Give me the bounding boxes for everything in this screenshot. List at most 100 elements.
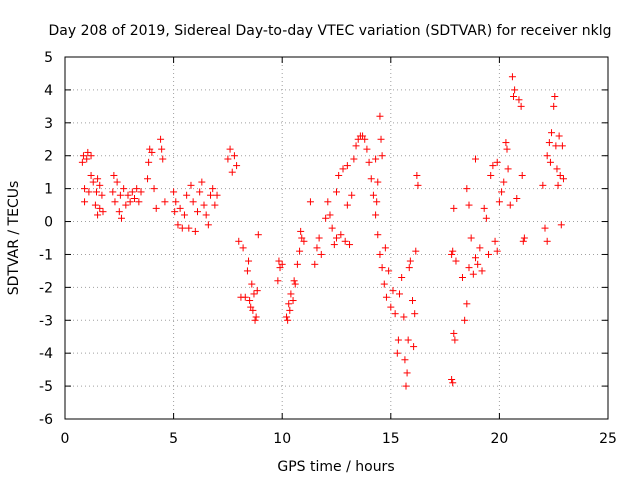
data-point	[300, 237, 308, 245]
data-point	[513, 195, 521, 203]
data-point	[482, 214, 490, 222]
data-point	[348, 191, 356, 199]
data-point	[559, 175, 567, 183]
data-point	[385, 267, 393, 275]
data-point	[226, 145, 234, 153]
data-point	[174, 221, 182, 229]
data-point	[365, 158, 373, 166]
data-point	[113, 178, 121, 186]
data-point	[511, 86, 519, 94]
y-tick-label: -5	[39, 379, 53, 395]
data-point	[128, 188, 136, 196]
data-point	[402, 382, 410, 390]
y-tick-label: 1	[44, 182, 53, 198]
data-point	[503, 145, 511, 153]
data-point	[297, 227, 305, 235]
y-tick-label: -4	[39, 346, 53, 362]
data-point	[380, 280, 388, 288]
data-point	[367, 175, 375, 183]
data-point	[99, 208, 107, 216]
data-point	[289, 297, 297, 305]
data-point	[413, 171, 421, 179]
data-point	[124, 191, 132, 199]
data-point	[248, 280, 256, 288]
data-point	[185, 224, 193, 232]
data-point	[230, 152, 238, 160]
data-point	[115, 208, 123, 216]
data-point	[506, 201, 514, 209]
y-tick-label: 3	[44, 116, 53, 132]
data-point	[504, 165, 512, 173]
data-point	[313, 244, 321, 252]
data-point	[469, 270, 477, 278]
data-point	[406, 257, 414, 265]
data-point	[330, 241, 338, 249]
data-point	[159, 155, 167, 163]
data-point	[493, 158, 501, 166]
data-point	[463, 300, 471, 308]
data-point	[373, 198, 381, 206]
data-point	[291, 280, 299, 288]
data-point	[411, 310, 419, 318]
x-tick-label: 15	[382, 431, 400, 447]
data-point	[252, 313, 260, 321]
data-point	[324, 198, 332, 206]
data-point	[117, 214, 125, 222]
data-point	[315, 234, 323, 242]
data-point	[152, 204, 160, 212]
data-point	[361, 135, 369, 143]
data-point	[239, 244, 247, 252]
data-point	[191, 227, 199, 235]
data-point	[550, 102, 558, 110]
y-axis-label: SDTVAR / TECUs	[6, 181, 22, 296]
data-point	[283, 313, 291, 321]
x-tick-label: 0	[61, 431, 70, 447]
data-point	[87, 171, 95, 179]
data-point	[546, 158, 554, 166]
data-point	[414, 181, 422, 189]
data-point	[493, 247, 501, 255]
data-point	[517, 102, 525, 110]
data-point	[317, 250, 325, 258]
data-point	[558, 142, 566, 150]
data-point	[337, 231, 345, 239]
data-point	[187, 181, 195, 189]
data-point	[333, 234, 340, 242]
data-point	[296, 247, 304, 255]
data-point	[401, 356, 409, 364]
data-point	[449, 247, 457, 255]
data-point	[253, 287, 261, 295]
data-point	[157, 135, 165, 143]
plot-frame	[64, 56, 609, 420]
data-point	[543, 152, 551, 160]
data-point	[137, 188, 145, 196]
data-point	[539, 181, 547, 189]
data-point	[144, 175, 152, 183]
data-point	[81, 185, 89, 193]
data-point	[311, 260, 319, 268]
data-point	[122, 201, 130, 209]
x-tick-label: 20	[490, 431, 508, 447]
data-point	[350, 155, 358, 163]
y-tick-label: -6	[39, 412, 53, 428]
data-point	[372, 155, 380, 163]
data-point	[285, 300, 293, 308]
data-point	[109, 188, 117, 196]
data-point	[286, 306, 294, 314]
data-point	[465, 264, 473, 272]
axis-ticks: 0 5 10 15 20 25 -6 -5 -4 -3 -2 -1 0 1 2 3 4 5	[39, 50, 617, 447]
data-point	[275, 257, 283, 265]
data-point	[209, 185, 217, 193]
data-point	[448, 376, 456, 384]
data-point	[89, 178, 97, 186]
data-point	[376, 112, 384, 120]
data-point	[381, 244, 389, 252]
data-point	[94, 175, 102, 183]
data-point	[391, 310, 399, 318]
data-point	[284, 316, 292, 324]
data-point	[485, 250, 493, 258]
data-point	[133, 185, 141, 193]
data-point	[246, 297, 254, 305]
y-tick-label: 5	[44, 50, 53, 66]
